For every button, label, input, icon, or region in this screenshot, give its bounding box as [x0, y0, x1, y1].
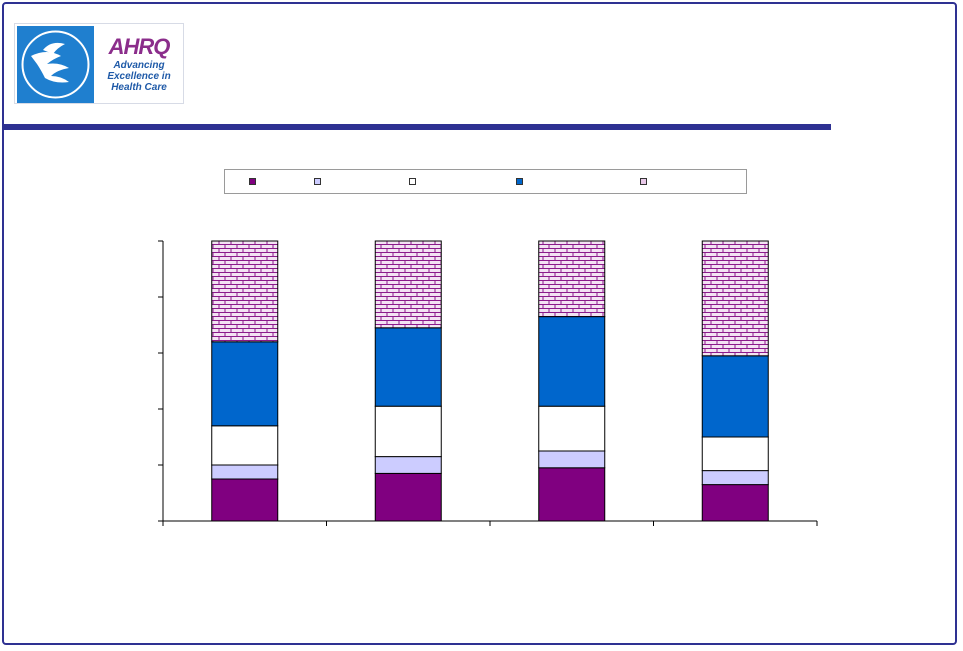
bar-segment-c1-s4 [211, 341, 279, 427]
legend-swatch-2 [314, 178, 321, 185]
bar-segment-c1-s3 [211, 425, 279, 466]
legend-swatch-5 [640, 178, 647, 185]
bar-segment-c3-s3 [538, 405, 606, 452]
bar-segment-c1-s2 [211, 464, 279, 480]
bar-segment-c3-s5 [538, 240, 606, 318]
bar-segment-c4-s5 [701, 240, 769, 357]
bar-segment-c3-s1 [538, 467, 606, 522]
bar-segment-c4-s2 [701, 470, 769, 486]
bar-segment-c4-s4 [701, 355, 769, 438]
bar-segment-c4-s1 [701, 484, 769, 522]
bar-segment-c3-s2 [538, 450, 606, 469]
legend-swatch-3 [409, 178, 416, 185]
bar-segment-c2-s2 [374, 456, 442, 474]
bar-segment-c1-s5 [211, 240, 279, 343]
bar-segment-c3-s4 [538, 316, 606, 407]
hhs-eagle-seal-icon [17, 26, 94, 103]
bar-segment-c2-s5 [374, 240, 442, 329]
ahrq-brand: AHRQ [108, 34, 171, 59]
ahrq-tagline-2: Excellence in [107, 71, 171, 82]
ahrq-wordmark: AHRQ Advancing Excellence in Health Care [96, 26, 182, 103]
header-rule [4, 124, 831, 130]
bar-segment-c2-s3 [374, 405, 442, 458]
ahrq-logo: AHRQ Advancing Excellence in Health Care [14, 23, 184, 104]
legend-swatch-1 [249, 178, 256, 185]
bar-segment-c1-s1 [211, 478, 279, 522]
slide-frame [2, 2, 957, 645]
bar-segment-c4-s3 [701, 436, 769, 472]
bar-segment-c2-s4 [374, 327, 442, 407]
ahrq-tagline-1: Advancing [113, 60, 165, 71]
legend-swatch-4 [516, 178, 523, 185]
chart-legend [224, 169, 747, 194]
bar-segment-c2-s1 [374, 472, 442, 522]
ahrq-tagline-3: Health Care [111, 82, 167, 93]
